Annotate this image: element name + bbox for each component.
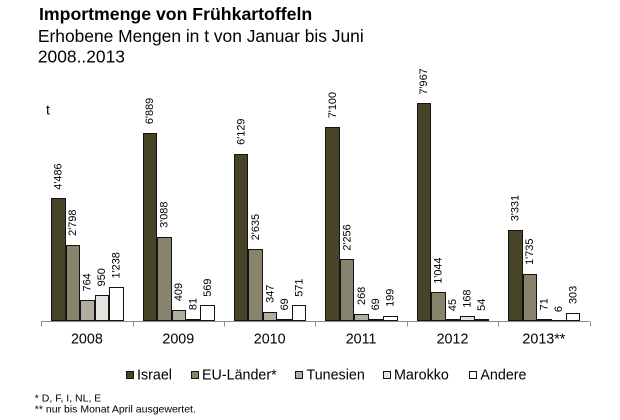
svg-text:69: 69 [279,298,291,310]
svg-text:950: 950 [96,268,108,286]
svg-text:* D, F, I, NL, E: * D, F, I, NL, E [35,393,102,405]
svg-text:168: 168 [462,290,474,308]
svg-text:2008: 2008 [71,332,103,348]
svg-text:Andere: Andere [480,368,526,384]
svg-text:409: 409 [173,283,185,301]
svg-text:** nur bis Monat April ausgewe: ** nur bis Monat April ausgewertet. [35,404,196,416]
svg-text:54: 54 [476,299,488,311]
svg-text:1'238: 1'238 [110,252,122,278]
svg-text:2012: 2012 [437,332,469,348]
svg-text:2'635: 2'635 [250,214,262,240]
svg-text:6'129: 6'129 [235,119,247,145]
svg-text:303: 303 [567,286,579,304]
svg-text:268: 268 [356,287,368,305]
svg-text:Israel: Israel [137,368,172,384]
svg-text:1'735: 1'735 [524,239,536,265]
svg-text:1'044: 1'044 [433,257,445,283]
svg-text:69: 69 [370,298,382,310]
svg-text:t: t [46,102,50,118]
svg-text:2010: 2010 [254,332,286,348]
svg-text:764: 764 [82,273,94,291]
svg-text:2011: 2011 [346,332,377,348]
svg-text:347: 347 [264,285,276,303]
svg-text:569: 569 [202,279,214,297]
svg-text:3'331: 3'331 [510,195,522,221]
svg-text:7'967: 7'967 [418,68,430,94]
svg-text:45: 45 [447,299,459,311]
svg-text:2'256: 2'256 [341,224,353,250]
svg-text:2013**: 2013** [522,332,565,348]
svg-text:571: 571 [293,279,305,297]
svg-text:3'088: 3'088 [158,202,170,228]
svg-text:Importmenge von Frühkartoffeln: Importmenge von Frühkartoffeln [39,4,312,24]
svg-text:4'486: 4'486 [53,163,65,189]
svg-text:EU-Länder*: EU-Länder* [202,368,277,384]
svg-text:7'100: 7'100 [327,92,339,118]
svg-text:6'889: 6'889 [144,98,156,124]
svg-text:2009: 2009 [162,332,194,348]
svg-text:81: 81 [187,298,199,310]
svg-text:2008..2013: 2008..2013 [38,47,125,67]
svg-text:199: 199 [385,289,397,307]
svg-text:Marokko: Marokko [394,368,449,384]
svg-text:Tunesien: Tunesien [307,368,365,384]
svg-text:6: 6 [553,306,565,312]
svg-text:71: 71 [539,298,551,310]
svg-text:Erhobene Mengen in t von Janua: Erhobene Mengen in t von Januar bis Juni [38,26,364,46]
svg-text:2'798: 2'798 [67,210,79,236]
